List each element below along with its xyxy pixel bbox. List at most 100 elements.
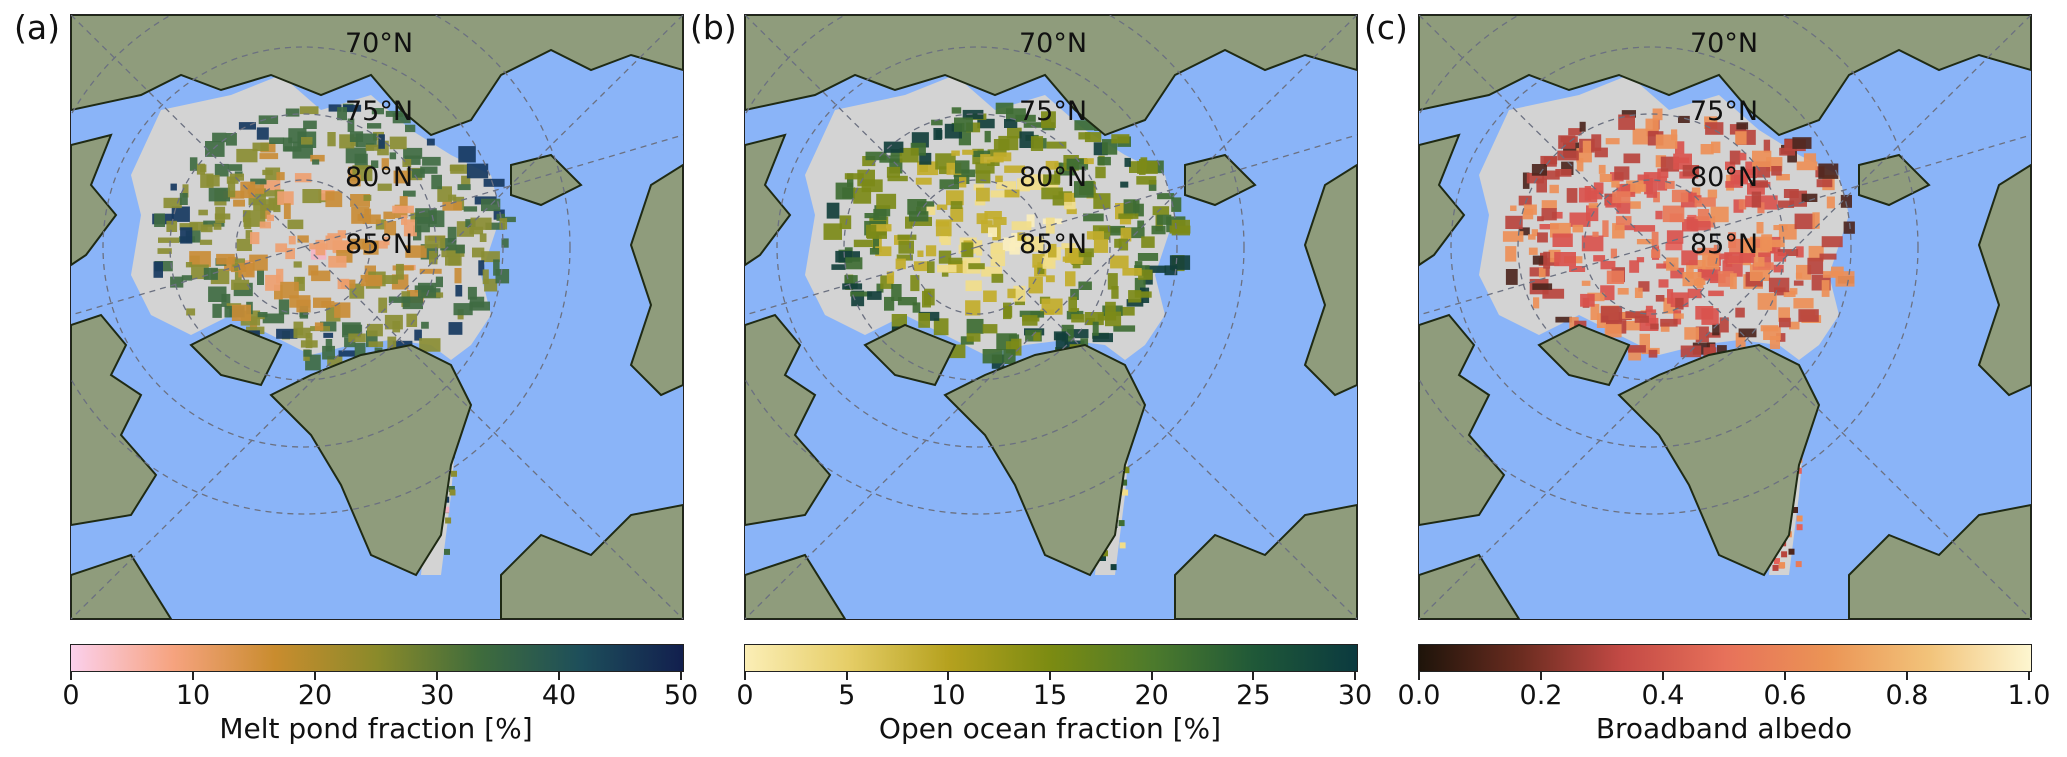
ice-pixel xyxy=(925,245,937,257)
ice-pixel xyxy=(1660,322,1670,332)
ice-pixel xyxy=(1587,292,1605,302)
ice-pixel xyxy=(975,170,991,184)
ice-pixel xyxy=(1152,206,1170,216)
latitude-circle xyxy=(1583,179,1719,315)
ice-pixel xyxy=(1718,271,1734,287)
land-mass xyxy=(1419,133,1466,267)
latitude-circle xyxy=(1450,46,1852,448)
ice-pixel xyxy=(961,242,974,258)
ice-pixel xyxy=(449,489,456,496)
ice-pixel xyxy=(1666,230,1684,244)
ice-pixel xyxy=(1777,249,1799,256)
ice-pixel xyxy=(250,232,260,245)
ice-pixel xyxy=(1751,191,1762,208)
ice-pixel xyxy=(198,209,208,216)
ice-pixel xyxy=(1536,178,1547,193)
ice-pixel xyxy=(955,160,970,174)
ice-pixel xyxy=(224,258,235,271)
ice-pixel xyxy=(1074,181,1094,198)
ice-pixel xyxy=(1656,263,1676,269)
lat-label-80: 80°N xyxy=(1019,162,1088,193)
colorbar-tick-label: 40 xyxy=(541,680,577,711)
ice-pixel xyxy=(1502,231,1524,242)
ice-pixel xyxy=(179,223,198,231)
ice-pixel xyxy=(399,196,408,213)
ice-pixel xyxy=(1717,345,1727,356)
ice-pixel xyxy=(189,221,208,231)
ice-pixel xyxy=(186,308,196,316)
ice-pixel xyxy=(891,284,902,301)
latitude-circle xyxy=(169,113,437,381)
ice-pixel xyxy=(387,336,397,351)
ice-pixel xyxy=(294,276,305,291)
ice-pixel xyxy=(1736,122,1749,130)
ice-pixel xyxy=(344,337,356,348)
ice-pixel xyxy=(212,303,222,318)
ice-pixel xyxy=(448,194,457,201)
land-mass xyxy=(745,133,792,267)
land-mass xyxy=(510,153,583,207)
ice-pixel xyxy=(1136,176,1157,185)
ice-pixel xyxy=(1092,321,1099,336)
ice-pixel xyxy=(1730,174,1749,185)
ice-pixel xyxy=(196,163,205,175)
ice-pixel xyxy=(1750,180,1768,188)
land-mass xyxy=(1419,313,1506,527)
ice-pixel xyxy=(1645,118,1659,131)
ice-pixel xyxy=(325,235,343,250)
ice-pixel xyxy=(325,339,333,352)
ice-pixel xyxy=(1637,174,1650,185)
ice-pixel xyxy=(1773,251,1787,262)
ice-pixel xyxy=(378,134,385,149)
ice-pixel xyxy=(1655,134,1678,149)
ice-pixel xyxy=(418,282,437,298)
colorbar-tick xyxy=(1150,672,1153,680)
ice-pixel xyxy=(250,178,267,185)
ice-pixel xyxy=(1551,211,1563,219)
ice-pixel xyxy=(1093,193,1111,209)
ice-pixel xyxy=(1111,134,1130,144)
ice-pixel xyxy=(966,333,981,342)
ice-pixel xyxy=(965,300,981,316)
ice-pixel xyxy=(469,226,484,235)
ice-pixel xyxy=(478,260,485,276)
ice-pixel xyxy=(1655,295,1665,302)
ice-pixel xyxy=(1747,182,1765,195)
ice-pixel xyxy=(1587,190,1603,200)
latitude-circle xyxy=(102,46,504,448)
ice-pixel xyxy=(338,350,356,357)
colorbar-tick xyxy=(1784,672,1786,680)
ice-pixel xyxy=(931,119,943,126)
ice-pixel xyxy=(179,193,188,205)
ice-pixel xyxy=(915,177,932,185)
ice-pixel xyxy=(1807,257,1824,275)
ice-pixel xyxy=(287,219,304,230)
ice-pixel xyxy=(1694,197,1716,207)
ice-pixel xyxy=(1120,181,1129,188)
colorbar-tick-label: 0.4 xyxy=(1641,680,1685,711)
ice-pixel xyxy=(1030,136,1044,151)
ice-pixel xyxy=(366,330,378,348)
ice-pixel xyxy=(977,118,995,129)
ice-pixel xyxy=(1819,253,1837,260)
ice-pixel xyxy=(1614,166,1630,180)
ice-pixel xyxy=(1735,131,1747,145)
ice-pixel xyxy=(363,194,372,201)
ice-pixel xyxy=(1757,293,1777,310)
ice-pixel xyxy=(1735,332,1746,348)
ice-pixel xyxy=(1729,150,1741,165)
ice-pixel xyxy=(1792,137,1812,149)
ice-pixel xyxy=(1004,119,1018,128)
ice-pixel xyxy=(1766,239,1785,248)
ice-pixel xyxy=(1628,348,1642,361)
land-mass xyxy=(1848,503,2031,619)
ice-pixel xyxy=(414,329,422,341)
ice-pixel xyxy=(919,152,932,165)
ice-pixel xyxy=(275,243,288,253)
ice-pixel xyxy=(899,147,919,163)
ice-pixel xyxy=(933,318,949,336)
ice-pixel xyxy=(1611,180,1620,188)
ice-pixel xyxy=(481,198,501,212)
ice-pixel xyxy=(1145,265,1167,273)
ice-pixel xyxy=(453,303,473,316)
